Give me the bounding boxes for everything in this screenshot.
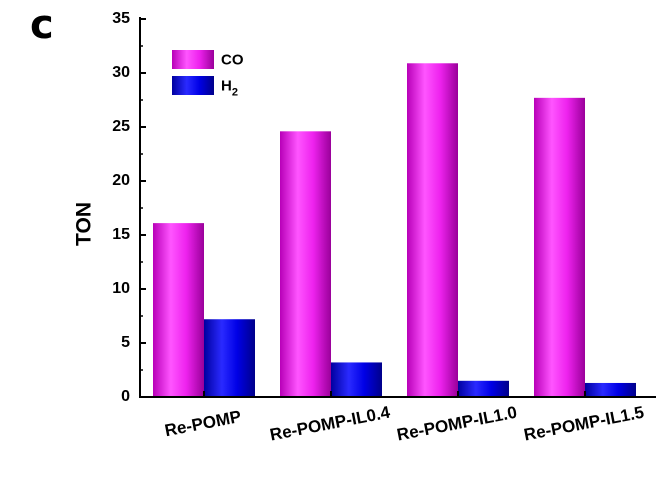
y-tick-label: 25	[112, 118, 130, 135]
panel-label: c	[30, 2, 54, 48]
bar-h2-re-pomp-il0.4	[331, 362, 382, 397]
y-tick-label: 5	[121, 334, 130, 351]
bar-h2-re-pomp-il1.5	[585, 382, 636, 397]
y-tick-label: 15	[112, 226, 130, 243]
bar-h2-re-pomp-il1.0	[458, 380, 509, 397]
legend-swatch-h2	[172, 76, 214, 95]
y-tick-label: 10	[112, 280, 130, 297]
bar-co-re-pomp-il0.4	[280, 131, 331, 397]
bar-co-re-pomp-il1.5	[534, 97, 585, 397]
bar-co-re-pomp-il1.0	[407, 63, 458, 397]
y-tick-label: 0	[121, 388, 130, 405]
legend: CO H2	[172, 50, 244, 98]
x-tick-label: Re-POMP-IL0.4	[268, 403, 392, 445]
bars-layer	[153, 63, 636, 397]
x-tick-label: Re-POMP-IL1.5	[522, 403, 645, 445]
x-tick-label: Re-POMP	[163, 407, 243, 440]
legend-label-co: CO	[221, 51, 244, 68]
x-tick-label: Re-POMP-IL1.0	[395, 403, 518, 445]
bar-co-re-pomp	[153, 223, 204, 397]
y-tick-label: 30	[112, 64, 130, 81]
legend-label-h2: H2	[221, 77, 238, 98]
y-tick-label: 20	[112, 172, 130, 189]
legend-swatch-co	[172, 50, 214, 69]
y-tick-label: 35	[112, 10, 130, 27]
y-axis-title: TON	[73, 202, 96, 246]
bar-h2-re-pomp	[204, 319, 255, 397]
